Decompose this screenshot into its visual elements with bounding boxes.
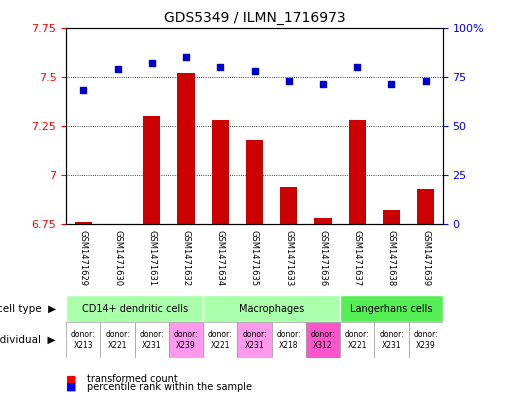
Point [216,64,224,70]
Bar [246,140,263,224]
Point [285,77,293,84]
Text: CD14+ dendritic cells: CD14+ dendritic cells [81,303,188,314]
Bar [100,322,135,358]
Text: GSM1471637: GSM1471637 [353,230,362,286]
Text: donor:
X312: donor: X312 [310,330,335,350]
Text: Langerhans cells: Langerhans cells [350,303,433,314]
Text: donor:
X239: donor: X239 [174,330,199,350]
Bar [203,295,340,322]
Text: GSM1471634: GSM1471634 [216,230,225,286]
Text: donor:
X239: donor: X239 [413,330,438,350]
Title: GDS5349 / ILMN_1716973: GDS5349 / ILMN_1716973 [164,11,345,25]
Bar [212,120,229,224]
Bar [203,322,237,358]
Text: ■: ■ [66,374,77,384]
Text: GSM1471638: GSM1471638 [387,230,396,286]
Point [319,81,327,88]
Bar [306,322,340,358]
Point [79,87,88,94]
Bar [315,218,331,224]
Text: donor:
X221: donor: X221 [208,330,233,350]
Bar [169,322,203,358]
Bar [143,116,160,224]
Text: donor:
X218: donor: X218 [276,330,301,350]
Text: donor:
X221: donor: X221 [105,330,130,350]
Text: individual  ▶: individual ▶ [0,335,56,345]
Bar [340,322,374,358]
Text: GSM1471635: GSM1471635 [250,230,259,286]
Point [353,64,361,70]
Text: GSM1471629: GSM1471629 [79,230,88,286]
Text: Macrophages: Macrophages [239,303,304,314]
Text: donor:
X221: donor: X221 [345,330,370,350]
Bar [280,187,297,224]
Point [182,54,190,60]
Bar [409,322,443,358]
Text: GSM1471636: GSM1471636 [319,230,327,286]
Text: donor:
X213: donor: X213 [71,330,96,350]
Bar [272,322,306,358]
Text: transformed count: transformed count [87,374,177,384]
Bar [417,189,434,224]
Bar [135,322,169,358]
Bar [374,322,409,358]
Text: GSM1471631: GSM1471631 [147,230,156,286]
Bar [340,295,443,322]
Bar [75,222,92,224]
Text: donor:
X231: donor: X231 [139,330,164,350]
Point [250,68,259,74]
Bar [349,120,366,224]
Bar [66,322,100,358]
Point [148,60,156,66]
Text: cell type  ▶: cell type ▶ [0,303,56,314]
Text: ■: ■ [66,382,77,392]
Text: GSM1471632: GSM1471632 [182,230,190,286]
Point [387,81,395,88]
Bar [237,322,272,358]
Text: donor:
X231: donor: X231 [379,330,404,350]
Text: GSM1471630: GSM1471630 [113,230,122,286]
Bar [66,295,203,322]
Bar [383,210,400,224]
Text: GSM1471639: GSM1471639 [421,230,430,286]
Point [421,77,430,84]
Text: donor:
X231: donor: X231 [242,330,267,350]
Text: GSM1471633: GSM1471633 [284,230,293,286]
Bar [178,73,194,224]
Point [114,66,122,72]
Text: percentile rank within the sample: percentile rank within the sample [87,382,251,392]
